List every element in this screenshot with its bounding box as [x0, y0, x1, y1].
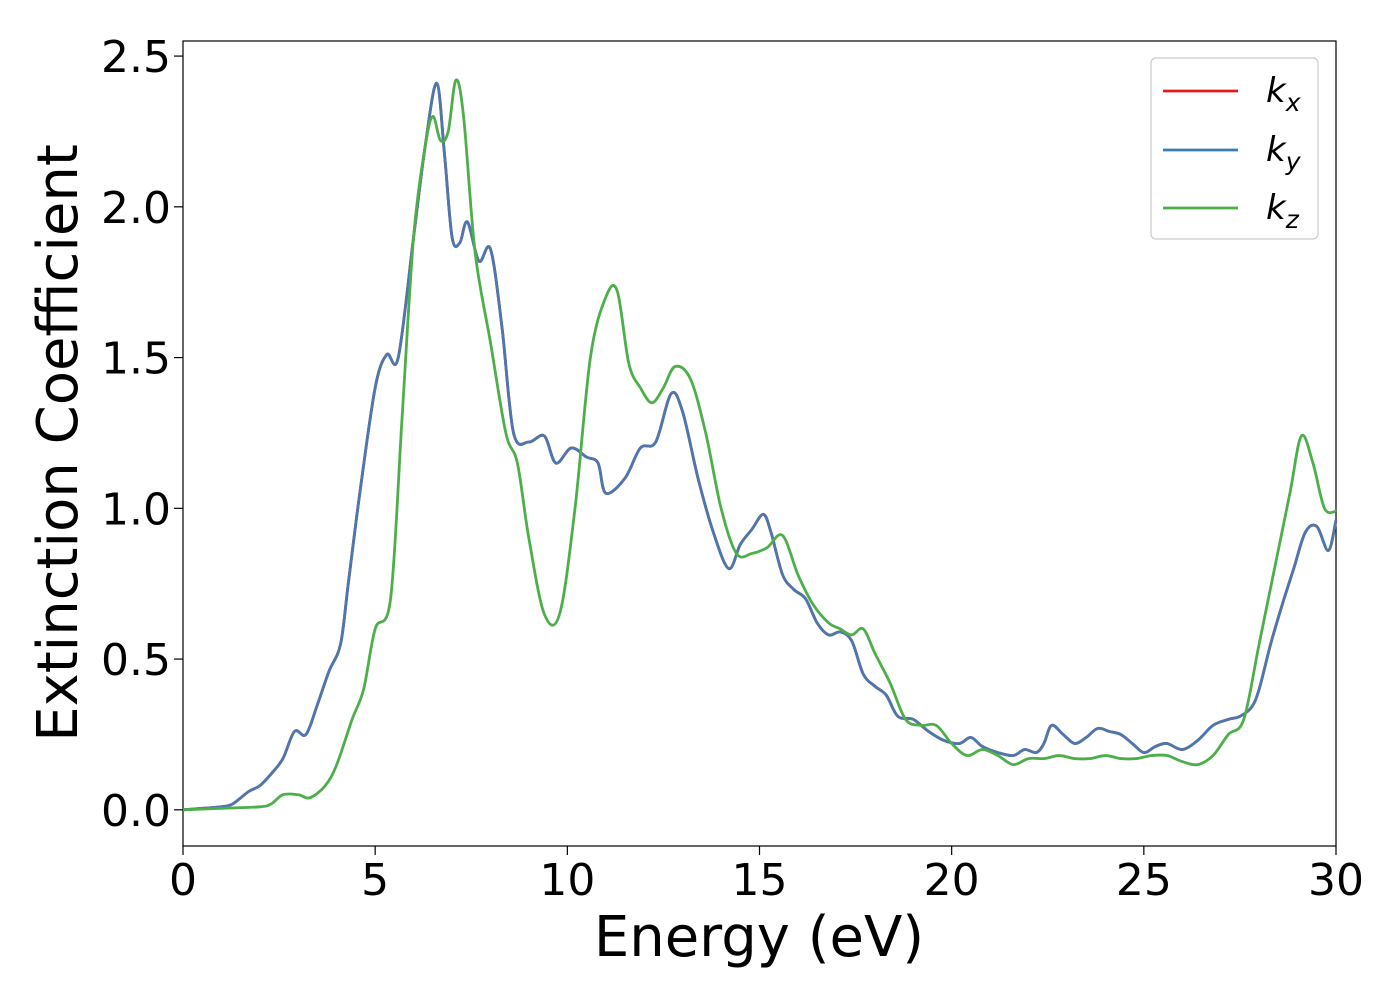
y-tick-label: 2.5: [101, 32, 171, 83]
series-line-ky: [182, 81, 1338, 812]
x-tick-label: 15: [732, 855, 788, 906]
x-tick-label: 5: [361, 855, 389, 906]
series-line-kz: [182, 78, 1337, 812]
x-tick-label: 25: [1116, 855, 1172, 906]
y-tick-label: 0.5: [101, 635, 171, 686]
y-tick-label: 0.0: [101, 786, 171, 837]
series-lines: [182, 78, 1338, 812]
legend-label-kz: kz: [1266, 188, 1300, 234]
x-axis-title: Energy (eV): [594, 905, 924, 970]
y-tick-label: 2.0: [101, 183, 171, 234]
y-axis-title: Extinction Coefficient: [26, 144, 91, 742]
x-tick-label: 10: [539, 855, 595, 906]
plot-area: 0 5 10 15 20 25 30 0.0 0.5 1.0 1.5 2.0 2.5: [101, 32, 1364, 906]
x-tick-label: 30: [1308, 855, 1364, 906]
legend-label-ky: ky: [1266, 130, 1302, 176]
x-tick-label: 20: [924, 855, 980, 906]
y-tick-label: 1.0: [101, 484, 171, 535]
x-tick-label: 0: [169, 855, 197, 906]
y-axis-ticks: 0.0 0.5 1.0 1.5 2.0 2.5: [101, 32, 183, 837]
legend-label-kx: kx: [1266, 71, 1301, 117]
chart-legend: kx ky kz: [1150, 57, 1319, 240]
x-axis-ticks: 0 5 10 15 20 25 30: [169, 846, 1364, 906]
legend-box: [1150, 57, 1319, 240]
y-tick-label: 1.5: [101, 334, 171, 385]
